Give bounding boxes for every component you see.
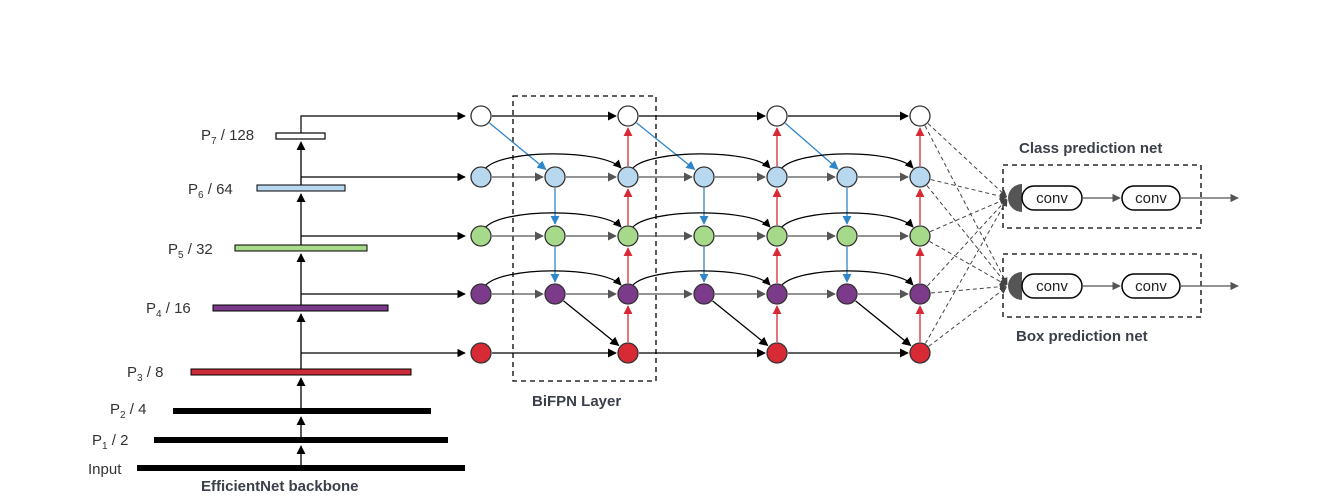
top-down-edge (636, 122, 696, 171)
backbone-bar-p3 (190, 368, 412, 376)
backbone-bar-p2 (173, 408, 431, 414)
head-fan-edge (928, 286, 1007, 347)
skip-connection-edge (484, 212, 622, 229)
bifpn-node-p3 (470, 342, 492, 364)
bifpn-node-p6 (766, 166, 788, 188)
bifpn-node-p4 (617, 283, 639, 305)
bifpn-node-p5 (836, 225, 858, 247)
bifpn-node-p5 (909, 225, 931, 247)
skip-connection-edge (484, 153, 622, 170)
level-label-p7: P7 / 128 (201, 127, 254, 147)
bifpn-node-p5 (693, 225, 715, 247)
backbone-bar-p6 (256, 184, 346, 192)
bifpn-node-p5 (766, 225, 788, 247)
skip-connection-edge (780, 212, 914, 229)
bifpn-node-p4 (766, 283, 788, 305)
level-label-p4: P4 / 16 (146, 300, 191, 320)
bifpn-node-p4 (470, 283, 492, 305)
bifpn-node-p4 (544, 283, 566, 305)
top-down-edge (784, 122, 839, 170)
head-fan-edge (927, 123, 1008, 198)
bifpn-node-p7 (909, 105, 931, 127)
class-merge-shape (1008, 184, 1022, 212)
bifpn-node-p7 (617, 105, 639, 127)
td-to-out-edge (712, 300, 769, 347)
bifpn-nodes (470, 105, 931, 364)
bifpn-layer-box (512, 95, 657, 382)
bifpn-node-p6 (617, 166, 639, 188)
skip-connection-edge (780, 270, 914, 287)
head-fan-edge (927, 198, 1008, 287)
bifpn-node-p6 (693, 166, 715, 188)
bifpn-node-p4 (836, 283, 858, 305)
level-label-p3: P3 / 8 (127, 364, 163, 384)
skip-connection-edge (631, 212, 771, 229)
box-prediction-title: Box prediction net (1016, 328, 1148, 345)
skip-connection-edge (484, 270, 622, 287)
class-conv-2-label: conv (1135, 190, 1167, 207)
class-prediction-title: Class prediction net (1019, 140, 1162, 157)
class-conv-1-label: conv (1036, 190, 1068, 207)
backbone-bar-p7 (275, 132, 326, 140)
head-fan-edge (924, 125, 1008, 285)
td-to-out-edge (855, 300, 912, 347)
backbone-bar-p5 (234, 244, 368, 252)
head-fan-edge (930, 283, 1007, 294)
bifpn-node-p4 (909, 283, 931, 305)
level-label-input: Input (88, 461, 122, 478)
bifpn-node-p5 (544, 225, 566, 247)
td-to-out-edge (563, 300, 620, 347)
backbone-title: EfficientNet backbone (201, 478, 359, 495)
bifpn-node-p6 (544, 166, 566, 188)
box-prediction-net: conv conv Box prediction net (1002, 253, 1239, 345)
backbone-bar-p4 (212, 304, 389, 312)
head-fan-edge (930, 179, 1007, 200)
bifpn-node-p6 (909, 166, 931, 188)
level-label-p6: P6 / 64 (188, 181, 233, 201)
backbone-bar-p1 (154, 437, 448, 443)
box-conv-1-label: conv (1036, 278, 1068, 295)
backbone-bar-input (137, 465, 465, 471)
bifpn-node-p7 (766, 105, 788, 127)
level-label-p5: P5 / 32 (168, 241, 213, 261)
skip-connection-edge (631, 270, 771, 287)
bifpn-node-p3 (617, 342, 639, 364)
head-fan-edge (926, 185, 1008, 285)
bifpn-node-p5 (470, 225, 492, 247)
head-fan-edge (929, 240, 1007, 286)
box-conv-2-label: conv (1135, 278, 1167, 295)
backbone: Input P1 / 2 P2 / 4 P3 / 8 P4 / 16 P5 / … (88, 111, 466, 495)
level-label-p2: P2 / 4 (110, 401, 146, 421)
top-down-edge (489, 122, 547, 170)
head-fan-edge (924, 199, 1008, 344)
bifpn-node-p7 (470, 105, 492, 127)
class-prediction-net: Class prediction net conv conv (1002, 140, 1239, 229)
box-merge-shape (1008, 272, 1022, 300)
skip-connection-edge (631, 153, 771, 170)
head-connections (924, 123, 1008, 347)
skip-connection-edge (780, 153, 914, 170)
bifpn-node-p3 (909, 342, 931, 364)
bifpn-node-p6 (470, 166, 492, 188)
feature-tap-p7 (300, 111, 466, 133)
bifpn-node-p5 (617, 225, 639, 247)
bifpn-node-p4 (693, 283, 715, 305)
bifpn-node-p3 (766, 342, 788, 364)
bifpn-edges (484, 111, 925, 358)
level-label-p1: P1 / 2 (92, 432, 128, 452)
bifpn-node-p6 (836, 166, 858, 188)
bifpn-layer-label: BiFPN Layer (532, 393, 621, 410)
